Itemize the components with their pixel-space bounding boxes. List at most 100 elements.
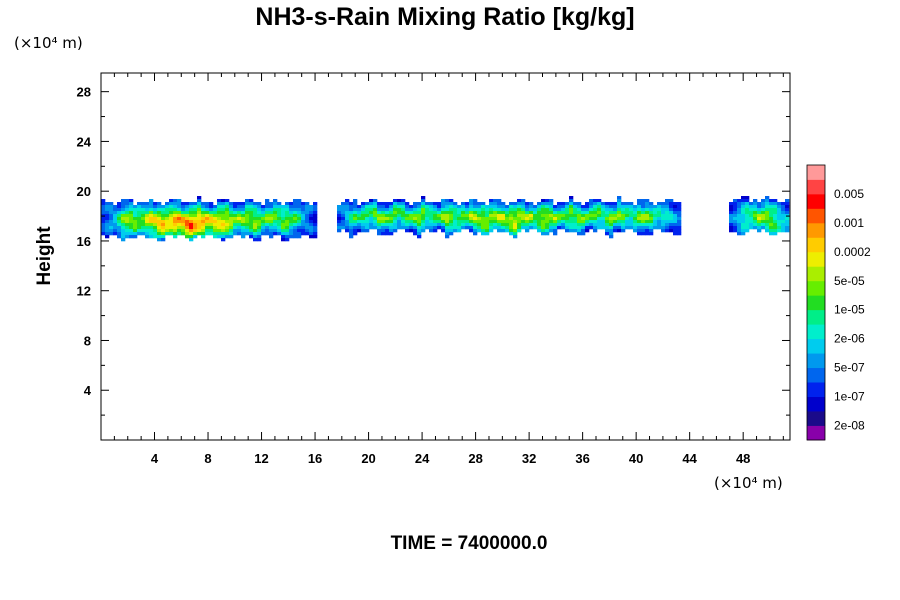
heatmap-cell	[245, 208, 250, 212]
heatmap-cell	[113, 211, 118, 215]
heatmap-cell	[669, 220, 674, 224]
heatmap-cell	[521, 205, 526, 209]
heatmap-cell	[613, 202, 618, 206]
heatmap-cell	[769, 232, 774, 236]
heatmap-cell	[253, 217, 258, 221]
heatmap-cell	[669, 208, 674, 212]
heatmap-cell	[361, 208, 366, 212]
heatmap-cell	[641, 229, 646, 233]
heatmap-cell	[157, 214, 162, 218]
heatmap-cell	[745, 229, 750, 233]
heatmap-cell	[389, 220, 394, 224]
heatmap-cell	[505, 211, 510, 215]
heatmap-cell	[409, 226, 414, 230]
heatmap-cell	[249, 208, 254, 212]
heatmap-cell	[657, 217, 662, 221]
heatmap-cell	[181, 208, 186, 212]
heatmap-cell	[637, 214, 642, 218]
colorbar-swatch	[807, 237, 825, 253]
heatmap-cell	[105, 211, 110, 215]
heatmap-cell	[641, 217, 646, 221]
heatmap-cell	[737, 232, 742, 236]
heatmap-cell	[537, 220, 542, 224]
heatmap-cell	[389, 217, 394, 221]
heatmap-cell	[225, 220, 230, 224]
heatmap-cell	[421, 217, 426, 221]
heatmap-cell	[733, 205, 738, 209]
heatmap-cell	[489, 205, 494, 209]
heatmap-cell	[145, 211, 150, 215]
heatmap-cell	[433, 205, 438, 209]
heatmap-cell	[173, 235, 178, 239]
heatmap-cell	[769, 229, 774, 233]
heatmap-cell	[477, 220, 482, 224]
heatmap-cell	[449, 229, 454, 233]
heatmap-cell	[785, 226, 790, 230]
heatmap-cell	[637, 202, 642, 206]
heatmap-cell	[737, 208, 742, 212]
heatmap-cell	[509, 217, 514, 221]
heatmap-cell	[153, 214, 158, 218]
heatmap-cell	[125, 226, 130, 230]
heatmap-cell	[305, 220, 310, 224]
heatmap-cell	[773, 199, 778, 203]
heatmap-cell	[525, 229, 530, 233]
heatmap-cell	[437, 208, 442, 212]
heatmap-cell	[749, 208, 754, 212]
heatmap-cell	[261, 220, 266, 224]
colorbar-swatch	[807, 251, 825, 267]
heatmap-cell	[493, 226, 498, 230]
heatmap-cell	[745, 226, 750, 230]
heatmap-cell	[377, 226, 382, 230]
heatmap-cell	[393, 226, 398, 230]
heatmap-cell	[661, 211, 666, 215]
heatmap-cell	[305, 232, 310, 236]
heatmap-cell	[469, 205, 474, 209]
heatmap-cell	[365, 211, 370, 215]
heatmap-cell	[625, 211, 630, 215]
heatmap-cell	[129, 235, 134, 239]
heatmap-cell	[773, 232, 778, 236]
heatmap-cell	[745, 217, 750, 221]
heatmap-cell	[733, 229, 738, 233]
heatmap-cell	[497, 214, 502, 218]
heatmap-cell	[449, 214, 454, 218]
heatmap-cell	[157, 229, 162, 233]
heatmap-cell	[125, 220, 130, 224]
heatmap-cell	[237, 214, 242, 218]
heatmap-cell	[757, 229, 762, 233]
heatmap-cell	[377, 205, 382, 209]
heatmap-cell	[485, 223, 490, 227]
heatmap-cell	[137, 232, 142, 236]
heatmap-cell	[373, 214, 378, 218]
heatmap-cell	[397, 199, 402, 203]
heatmap-cell	[265, 220, 270, 224]
heatmap-cell	[389, 229, 394, 233]
heatmap-cell	[737, 211, 742, 215]
heatmap-cell	[285, 205, 290, 209]
heatmap-cell	[297, 208, 302, 212]
heatmap-cell	[769, 208, 774, 212]
heatmap-cell	[733, 226, 738, 230]
heatmap-cell	[541, 229, 546, 233]
heatmap-cell	[257, 226, 262, 230]
heatmap-cell	[149, 232, 154, 236]
heatmap-cell	[225, 208, 230, 212]
heatmap-cell	[765, 199, 770, 203]
heatmap-cell	[241, 214, 246, 218]
heatmap-cell	[289, 217, 294, 221]
heatmap-cell	[473, 223, 478, 227]
heatmap-cell	[121, 235, 126, 239]
heatmap-cell	[633, 214, 638, 218]
heatmap-cell	[649, 202, 654, 206]
heatmap-cell	[749, 223, 754, 227]
heatmap-cell	[109, 229, 114, 233]
heatmap-cell	[185, 226, 190, 230]
heatmap-cell	[421, 211, 426, 215]
heatmap-cell	[225, 214, 230, 218]
heatmap-cell	[765, 202, 770, 206]
heatmap-cell	[257, 208, 262, 212]
heatmap-cell	[217, 205, 222, 209]
heatmap-cell	[381, 220, 386, 224]
heatmap-cell	[561, 226, 566, 230]
